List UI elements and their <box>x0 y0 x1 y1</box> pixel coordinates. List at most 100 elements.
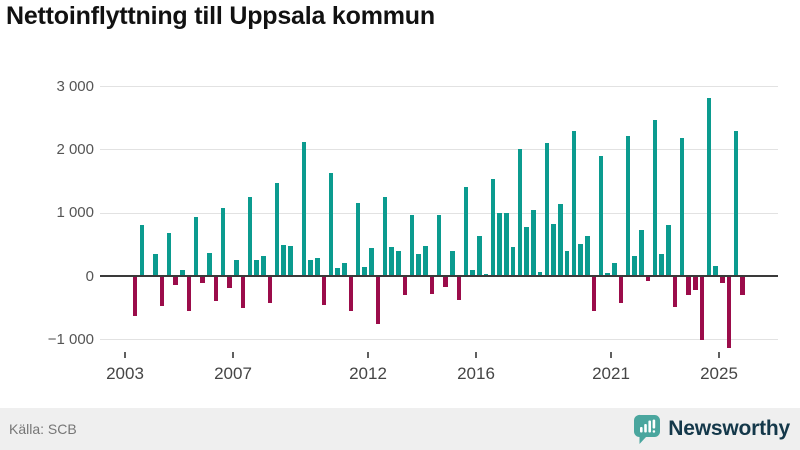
x-tick <box>610 352 612 358</box>
bar <box>220 207 226 276</box>
bar <box>247 196 253 276</box>
y-tick-label: −1 000 <box>47 330 94 348</box>
bar <box>261 256 266 276</box>
bar <box>227 277 232 288</box>
bar <box>342 263 347 276</box>
x-tick <box>124 352 126 358</box>
bar <box>639 229 644 276</box>
bar <box>558 203 563 276</box>
bar <box>699 277 705 341</box>
zero-axis-line <box>100 275 778 277</box>
bar <box>450 251 455 276</box>
source-label: Källa: SCB <box>9 421 77 437</box>
bar <box>180 269 185 276</box>
bar <box>396 251 401 276</box>
bar <box>477 236 482 276</box>
bar <box>666 225 671 276</box>
bar <box>234 260 239 276</box>
bar <box>578 243 583 276</box>
gridline-3000 <box>100 86 778 88</box>
bar <box>335 268 340 276</box>
bar <box>740 277 745 296</box>
bar <box>423 246 428 276</box>
bar <box>456 277 462 301</box>
y-tick-label: 3 000 <box>56 77 94 95</box>
bar <box>510 246 516 276</box>
bar <box>713 265 718 276</box>
bar <box>497 212 502 276</box>
bar <box>315 257 320 276</box>
bar <box>618 277 624 303</box>
bar <box>652 119 658 276</box>
bar <box>429 277 435 295</box>
bar <box>564 251 570 276</box>
x-tick-label: 2012 <box>349 364 387 383</box>
bar <box>679 138 685 276</box>
bar <box>625 136 631 276</box>
y-tick-label: 1 000 <box>56 204 94 222</box>
bar <box>308 260 313 276</box>
bar <box>544 143 550 276</box>
bar <box>348 277 354 312</box>
x-tick-label: 2016 <box>457 364 495 383</box>
bar <box>517 149 523 276</box>
bar <box>240 277 246 308</box>
bar <box>436 215 442 276</box>
bar <box>355 203 361 276</box>
bar <box>470 269 475 276</box>
bar <box>537 272 543 276</box>
bar <box>409 214 415 276</box>
bar <box>153 253 158 276</box>
bar <box>598 156 604 276</box>
y-tick-label: 0 <box>85 267 94 285</box>
x-tick-label: 2007 <box>214 364 252 383</box>
x-tick <box>475 352 477 358</box>
bar <box>186 277 192 312</box>
bar <box>605 272 610 276</box>
bar <box>402 277 408 295</box>
bar <box>551 223 556 276</box>
bar <box>416 253 421 276</box>
bar <box>207 252 212 276</box>
bar <box>267 277 273 303</box>
x-tick <box>367 352 369 358</box>
bar <box>254 259 259 276</box>
bar <box>591 277 597 312</box>
bar <box>139 224 145 276</box>
bar <box>693 277 698 290</box>
bar <box>463 187 469 276</box>
x-tick <box>232 352 234 358</box>
bar <box>706 97 712 276</box>
bar <box>612 262 617 276</box>
bar <box>585 235 590 276</box>
bar <box>504 212 509 276</box>
bar <box>159 277 165 307</box>
bar <box>490 179 496 276</box>
bar <box>726 277 732 348</box>
gridline--1000 <box>100 339 778 341</box>
bar <box>166 233 172 276</box>
bar <box>389 246 394 276</box>
bar <box>200 277 205 283</box>
bar <box>193 216 199 276</box>
footer-band: Källa: SCB Newsworthy <box>0 408 800 450</box>
chart-title: Nettoinflyttning till Uppsala kommun <box>6 2 435 30</box>
bar <box>288 245 293 276</box>
x-tick-label: 2025 <box>700 364 738 383</box>
bar <box>213 277 219 302</box>
bar <box>659 253 664 276</box>
bar <box>443 277 448 287</box>
bar <box>375 277 381 324</box>
bar <box>382 196 388 276</box>
brand-name: Newsworthy <box>668 417 790 440</box>
bar <box>524 227 529 276</box>
bar <box>632 256 637 276</box>
bar <box>321 277 327 305</box>
bar <box>362 267 367 276</box>
bar <box>132 277 138 317</box>
bar <box>173 277 178 285</box>
bar <box>720 277 725 283</box>
bar <box>733 131 739 276</box>
newsworthy-logo: Newsworthy <box>634 414 800 445</box>
